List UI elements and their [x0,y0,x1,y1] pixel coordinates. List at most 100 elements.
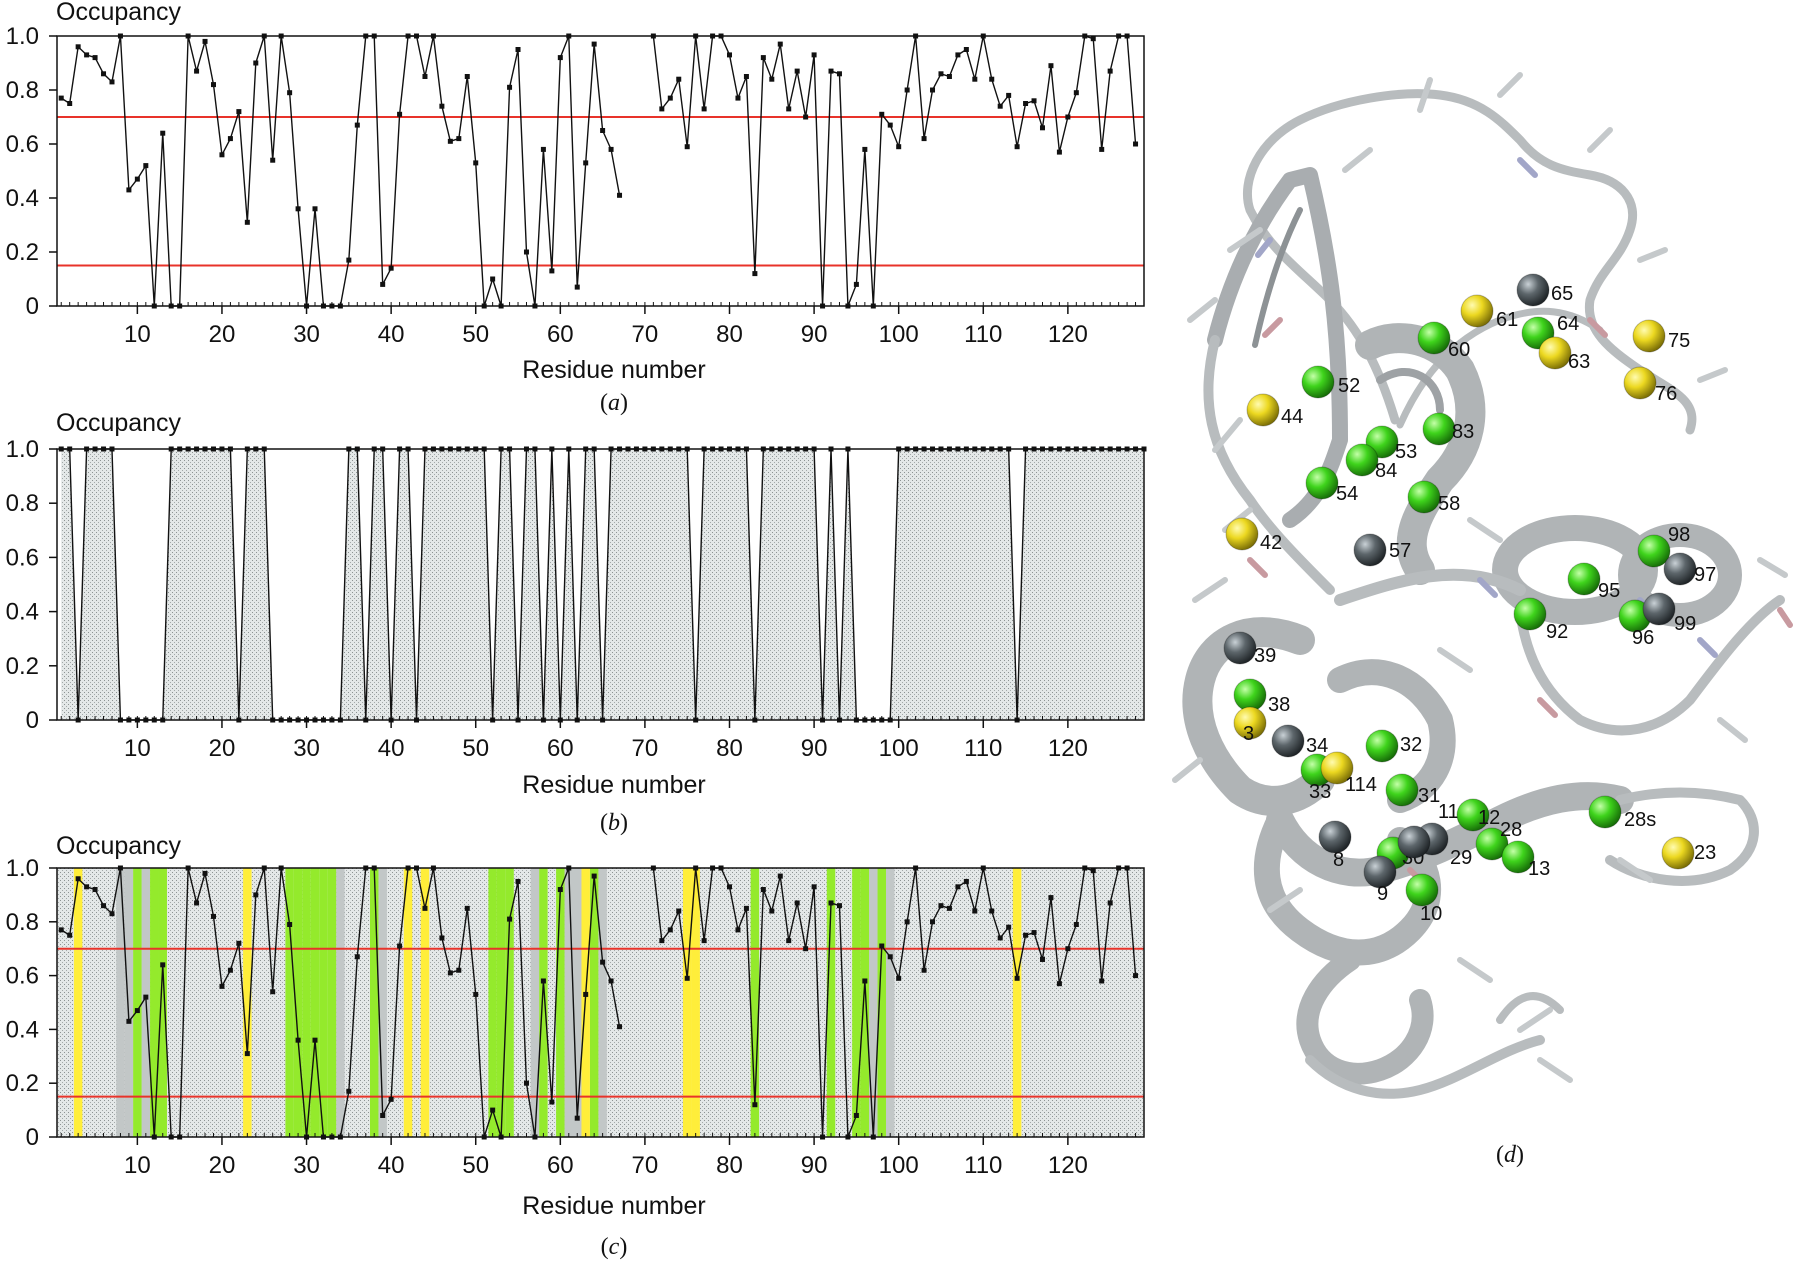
residue-label-13: 13 [1528,858,1550,880]
panel-b-ytick-label: 0.8 [6,490,39,517]
panel-c-data-point [388,1096,394,1102]
panel-a-frame [56,35,1145,307]
panel-b-xtick-label: 10 [124,735,151,762]
residue-sphere-114 [1320,751,1354,785]
panel-c-data-point [1056,981,1062,987]
panel-c-data-point [955,884,961,890]
panel-b-ytick-label: 0 [26,707,39,734]
panel-a-data-point [887,122,893,128]
panel-a-data-point [777,41,783,47]
panel-c-xtick-label: 110 [964,1152,1002,1179]
panel-c-data-point [1039,956,1045,962]
panel-c-data-point [346,1088,352,1094]
residue-sphere-28s [1588,795,1622,829]
panel-a-data-point [219,152,225,158]
panel-a-data-point [836,71,842,77]
panel-c-data-point [921,967,927,973]
panel-b-plot: 0 0.2 0.4 0.6 0.8 1.0 10 20 30 40 50 60 70 80 90 100 110… [6,436,1147,762]
residue-label-96: 96 [1632,627,1654,649]
panel-c-xtick-label: 20 [209,1152,236,1179]
panel-a-data-point [955,52,961,58]
panel-a-series-line [652,35,1137,307]
panel-c-data-point [676,908,682,914]
residue-sphere-99 [1642,592,1676,626]
panel-a-data-point [84,52,90,58]
panel-c-yellow-band [682,868,692,1137]
panel-a-data-point [735,95,741,101]
panel-a-data-point [549,268,555,274]
panel-a-xtick-label: 40 [378,321,405,348]
panel-c-data-point [202,870,208,876]
panel-a-xtick-label: 70 [632,321,659,348]
panel-c-data-point [887,954,893,960]
panel-a-data-point [244,219,250,225]
panel-c-data-point [295,1037,301,1043]
panel-c-data-point [397,943,403,949]
panel-a-data-point [1099,146,1105,152]
panel-c-green-band [369,868,379,1137]
panel-a-xtick-label: 80 [716,321,743,348]
panel-c-series-line [652,867,1137,1138]
panel-a-data-point [134,176,140,182]
panel-c-data-point [938,903,944,909]
panel-b-xlabel: Residue number [522,771,705,799]
panel-c-yellow-band [691,868,700,1137]
panel-a-data-point [591,41,597,47]
panel-c-data-point [777,873,783,879]
panel-c-green-band [310,868,320,1137]
panel-a-data-point [896,144,902,150]
panel-a-data-point [1031,98,1037,104]
panel-c-green-band [860,868,870,1137]
panel-a-data-point [828,68,834,74]
panel-c-green-band [877,868,886,1137]
panel-c-data-point [684,975,690,981]
panel-a-xtick-label: 60 [547,321,574,348]
residue-sphere-13 [1501,840,1535,874]
panel-c-ylabel: Occupancy [56,832,182,860]
panel-c-data-point [997,935,1003,941]
panel-a-data-point [972,76,978,82]
residue-label-11: 11 [1438,801,1459,823]
residue-sphere-39 [1223,631,1257,665]
panel-c-xtick-label: 50 [462,1152,489,1179]
residue-label-32: 32 [1400,734,1422,756]
panel-b: Occupancy 0 0.2 0.4 0.6 0.8 1.0 10 20 30 40 50 60 70… [6,409,1147,836]
panel-c-data-point [727,884,733,890]
panel-c-data-point [828,900,834,906]
panel-a-data-point [422,74,428,79]
panel-c-data-point [67,932,73,938]
panel-b-xtick-label: 50 [462,735,489,762]
residue-sphere-32 [1365,729,1399,763]
residue-sphere-34 [1271,724,1305,758]
panel-c-green-band [133,868,142,1137]
panel-a-data-point [667,95,673,101]
panel-a-data-point [456,136,462,142]
panel-c-data-point [219,983,225,989]
panel-a-data-point [295,206,301,212]
panel-c-data-point [210,913,216,919]
panel-c-gray-band [530,868,540,1137]
panel-c-ytick-label: 0 [26,1124,39,1151]
panel-c-xlabel: Residue number [522,1192,705,1220]
residue-label-8: 8 [1333,849,1344,871]
residue-label-58: 58 [1438,493,1460,515]
panel-b-xtick-label: 120 [1048,735,1088,762]
panel-a-data-point [58,95,64,101]
panel-a-data-point [760,55,766,61]
panel-c-data-point [84,884,90,890]
panel-c-data-point [1107,900,1113,906]
panel-c-xtick-label: 90 [801,1152,828,1179]
panel-c-data-point [464,905,470,911]
panel-c-data-point [92,887,98,893]
panel-a-data-point [811,52,817,58]
panel-c-data-point [422,905,428,911]
panel-c-ytick-label: 0.4 [6,1016,39,1043]
panel-c-data-point [549,1099,555,1105]
residue-label-65: 65 [1551,283,1573,305]
residue-label-29: 29 [1450,847,1472,869]
residue-sphere-92 [1513,597,1547,631]
panel-a-data-point [1023,101,1029,106]
